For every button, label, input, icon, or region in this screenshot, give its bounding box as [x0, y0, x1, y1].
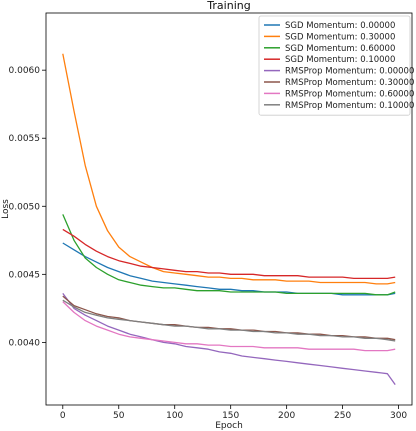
x-tick-label: 50 — [113, 411, 125, 421]
series-line-1 — [63, 243, 395, 295]
legend-entry: RMSProp Momentum: 0.10000 — [285, 101, 414, 111]
y-tick-label: 0.0060 — [9, 66, 41, 76]
x-tick-label: 0 — [60, 411, 66, 421]
y-tick-label: 0.0050 — [9, 202, 41, 212]
x-tick-label: 250 — [334, 411, 351, 421]
x-tick-label: 200 — [278, 411, 295, 421]
chart-title: Training — [206, 0, 250, 12]
legend-entry: RMSProp Momentum: 0.60000 — [285, 89, 414, 99]
x-axis-label: Epoch — [215, 421, 243, 431]
legend-entry: SGD Momentum: 0.30000 — [285, 32, 395, 42]
series-line-8 — [63, 300, 395, 341]
series-line-7 — [63, 302, 395, 351]
series-line-5 — [63, 293, 395, 384]
y-axis-label: Loss — [1, 199, 11, 219]
x-axis: 0 50 100 150 200 250 300 — [60, 405, 408, 421]
x-tick-label: 300 — [390, 411, 407, 421]
x-tick-label: 150 — [222, 411, 239, 421]
y-axis: 0.0040 0.0045 0.0050 0.0055 0.0060 — [9, 66, 47, 348]
y-tick-label: 0.0045 — [9, 270, 41, 280]
legend-entry: SGD Momentum: 0.00000 — [285, 21, 395, 31]
legend-entry: RMSProp Momentum: 0.30000 — [285, 78, 414, 88]
legend-entry: SGD Momentum: 0.10000 — [285, 55, 395, 65]
y-tick-label: 0.0055 — [9, 134, 41, 144]
x-tick-label: 100 — [166, 411, 183, 421]
legend-entry: SGD Momentum: 0.60000 — [285, 44, 395, 54]
y-tick-label: 0.0040 — [9, 338, 41, 348]
legend-entry: RMSProp Momentum: 0.00000 — [285, 67, 414, 77]
series-line-4 — [63, 229, 395, 278]
